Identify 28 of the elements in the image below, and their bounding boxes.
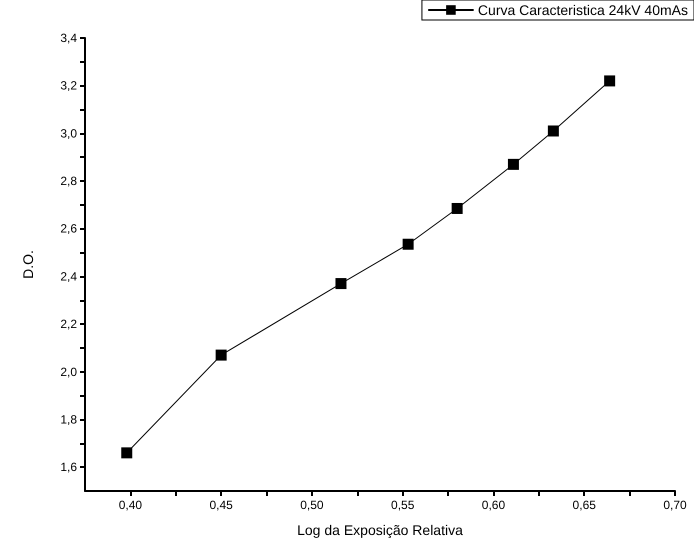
y-tick-label: 3,2 xyxy=(60,78,78,93)
point xyxy=(335,278,346,290)
x-tick-label: 0,50 xyxy=(300,498,324,512)
x-tick-label: 0,65 xyxy=(572,498,596,512)
point xyxy=(604,75,616,86)
point xyxy=(121,447,132,458)
y-tick-label: 1,8 xyxy=(60,412,78,426)
legend-label: Curva Caracteristica 24kV 40mAs xyxy=(478,2,688,18)
y-tick-label: 2,4 xyxy=(60,269,78,284)
y-tick-label: 3,0 xyxy=(60,126,78,140)
x-tick-label: 0,70 xyxy=(663,498,687,512)
x-tick-label: 0,60 xyxy=(482,498,506,512)
point xyxy=(548,125,559,136)
y-tick-label: 2,6 xyxy=(60,222,78,236)
point xyxy=(452,202,463,214)
x-tick-label: 0,40 xyxy=(118,498,142,512)
y-tick-label: 2,8 xyxy=(60,174,78,188)
point xyxy=(402,238,414,250)
point xyxy=(508,158,519,170)
y-tick-label: 3,4 xyxy=(60,31,78,45)
y-tick-label: 1,6 xyxy=(60,460,78,474)
y-tick-label: 2,2 xyxy=(60,317,78,332)
x-axis-title: Log da Exposição Relativa xyxy=(297,522,464,538)
y-tick-label: 2,0 xyxy=(60,364,78,379)
point xyxy=(216,350,227,361)
x-tick-label: 0,55 xyxy=(391,498,415,512)
x-tick-label: 0,45 xyxy=(209,498,234,512)
y-axis-title: D.O. xyxy=(20,250,36,279)
